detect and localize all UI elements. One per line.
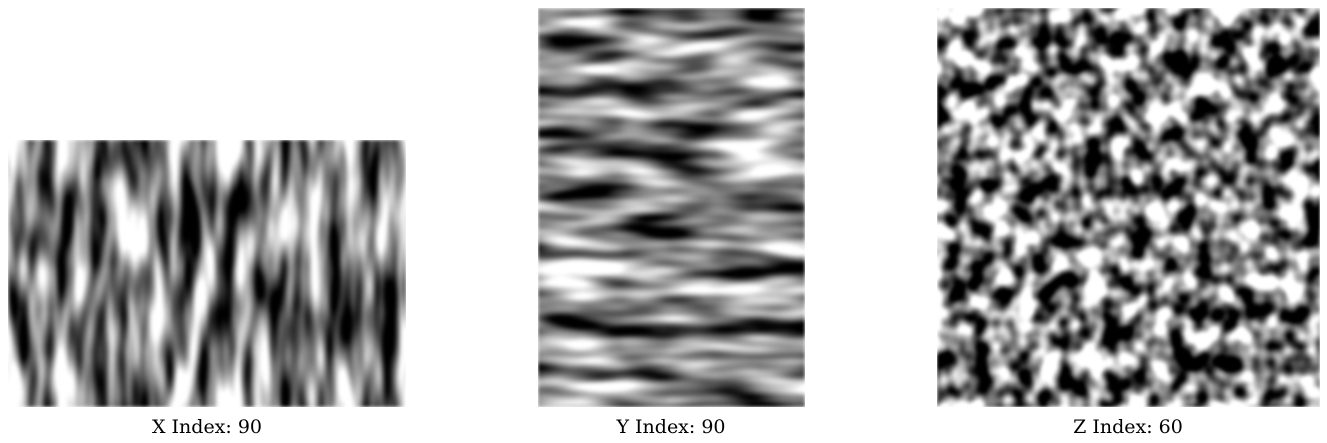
panel-z: Z Index: 60 [937, 8, 1320, 438]
slice-image [937, 8, 1320, 407]
caption: Z Index: 60 [1073, 416, 1183, 438]
panel-y: Y Index: 90 [538, 8, 805, 438]
panel-x: X Index: 90 [8, 140, 406, 438]
caption: X Index: 90 [152, 416, 262, 438]
slice-image [538, 8, 805, 407]
caption: Y Index: 90 [615, 416, 725, 438]
slice-image [8, 140, 406, 407]
